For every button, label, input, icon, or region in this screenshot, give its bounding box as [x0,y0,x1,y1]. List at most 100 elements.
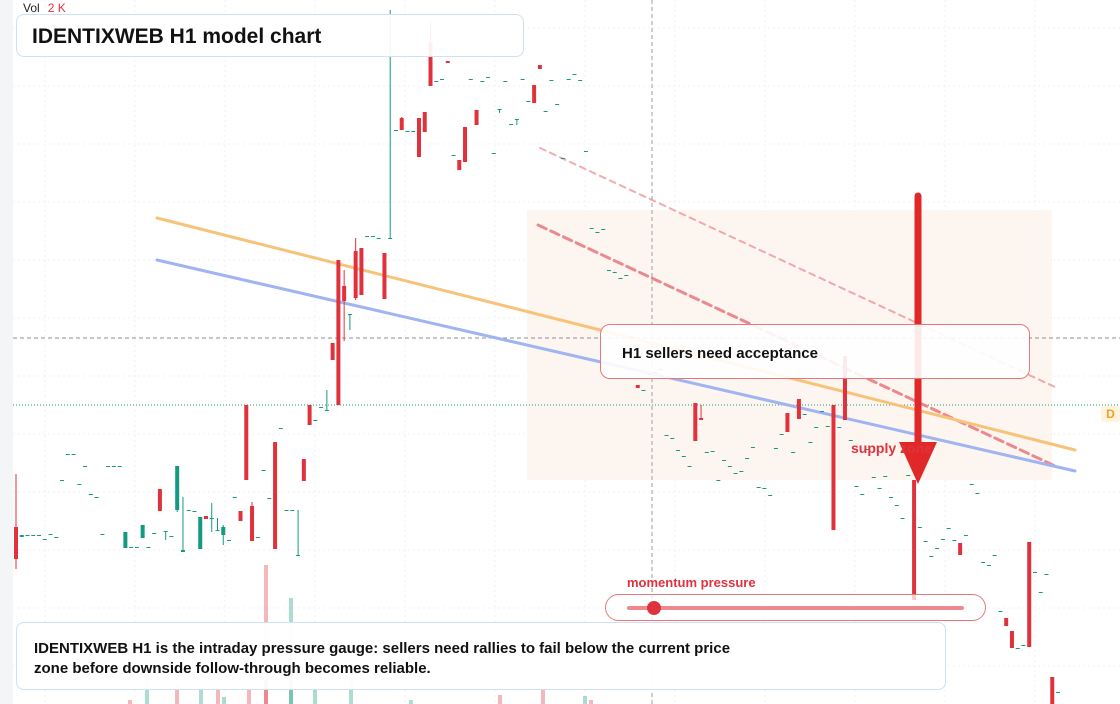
candle-down [785,413,790,432]
candle-up [186,510,191,511]
candle-up [825,426,830,427]
candle-up [19,535,24,537]
candle-up [860,494,865,495]
candle-up [434,81,439,82]
candle-up [606,270,611,271]
candle-down [399,118,404,130]
candle-down [359,248,364,295]
candle-up [123,532,128,548]
candle-down [1004,618,1009,626]
candle-up [106,466,111,467]
candle-up [900,518,905,519]
candle-up [146,547,151,548]
candle-up [221,527,226,535]
candle-down [342,286,347,301]
candle-up [773,448,778,449]
candle-down [1009,631,1014,648]
chart-title-panel: IDENTIXWEB H1 model chart [16,14,524,57]
candle-down [796,399,801,419]
candle-up [284,510,289,511]
candle-up [491,153,496,154]
candle-down [382,253,387,299]
candle-down [428,43,433,86]
candle-up [969,484,974,485]
candle-down [14,527,18,559]
candle-up [981,562,986,563]
candle-down [532,85,537,103]
candle-down [416,118,421,157]
candle-up [1044,574,1049,575]
momentum-gauge-knob[interactable] [646,601,661,615]
candle-up [486,77,491,78]
candle-up [520,79,525,80]
candle-up [324,410,329,411]
candle-up [313,420,318,421]
volume-label-text: Vol [23,1,40,15]
candle-up [543,111,548,112]
momentum-gauge[interactable] [605,594,986,621]
candle-up [750,447,755,448]
candle-up [215,530,220,531]
candle-up [549,80,554,81]
candle-up [169,536,174,537]
candle-down [336,260,341,405]
candle-down [301,459,306,481]
candle-down [699,418,704,420]
candle-up [687,466,692,467]
candle-down [958,543,963,555]
volume-bar [541,690,545,704]
candle-down [330,343,335,360]
candle-up [77,484,82,485]
volume-bar [289,678,293,704]
candle-up [1032,572,1037,573]
candle-up [1021,645,1026,646]
candle-up [676,450,681,451]
candle-down [445,61,450,63]
candle-up [440,79,445,80]
candle-up [347,314,352,315]
candle-up [48,534,53,535]
volume-bar [583,696,587,704]
volume-bar [409,700,413,704]
candle-up [802,414,807,415]
seller-acceptance-callout: H1 sellers need acceptance [600,324,1030,379]
candle-up [54,537,59,538]
volume-bar [222,697,226,704]
candle-down [831,405,836,530]
candle-up [572,74,577,75]
candle-up [267,498,272,499]
candle-up [65,454,70,455]
candle-up [704,452,709,453]
candle-up [83,466,88,467]
candle-down [635,385,640,388]
candle-down [457,160,462,170]
candle-up [710,451,715,452]
candle-down [1027,542,1032,647]
candle-down [203,516,208,519]
candle-up [871,477,876,478]
candle-up [468,79,473,80]
candle-down [474,110,479,125]
candle-up [509,124,514,125]
candle-up [848,440,853,441]
chart-title: IDENTIXWEB H1 model chart [32,25,322,48]
candle-up [560,158,565,159]
callout-text: H1 sellers need acceptance [622,345,818,362]
candle-up [808,442,813,443]
candle-up [198,517,203,549]
candle-up [906,475,911,476]
candle-up [209,518,214,519]
candle-up [917,527,922,528]
candle-up [578,80,583,81]
volume-bar [589,700,593,704]
volume-bar [175,685,179,704]
candle-up [940,539,945,540]
candle-up [952,540,957,541]
candle-up [877,488,882,489]
candle-up [618,278,623,279]
candle-up [175,466,180,510]
candle-up [261,470,266,471]
volume-bar [247,688,251,704]
volume-bar [313,690,317,704]
